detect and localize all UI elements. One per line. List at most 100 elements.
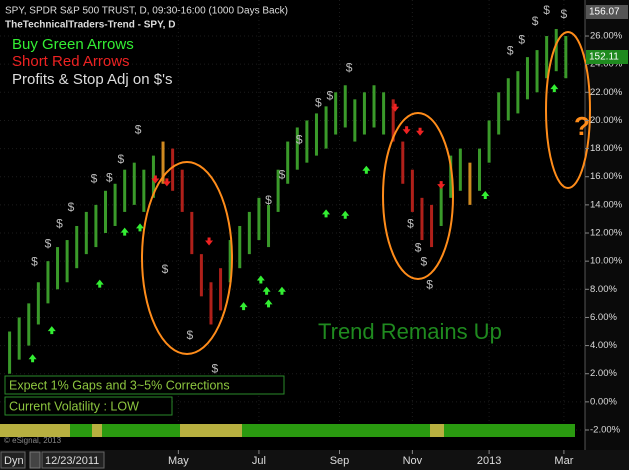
price-tag (586, 5, 628, 19)
sell-arrow (391, 103, 400, 112)
price-bar (142, 169, 146, 212)
price-bar (410, 169, 414, 212)
profit-mark: $ (315, 96, 322, 110)
date-button[interactable] (29, 451, 41, 469)
question-mark: ? (574, 111, 590, 141)
price-label: 152.11 (589, 52, 619, 63)
price-bar (295, 127, 299, 170)
y-tick-label: 26.00% (590, 31, 623, 42)
price-bar (353, 99, 357, 142)
highlight-ellipse (141, 161, 233, 355)
price-bar (314, 113, 318, 156)
price-bar (123, 169, 127, 212)
buy-arrow (481, 191, 490, 200)
price-bar (372, 85, 376, 128)
y-tick-label: 6.00% (590, 312, 617, 323)
price-bar (103, 190, 107, 234)
price-bar (516, 71, 520, 114)
buy-arrow (262, 286, 271, 295)
price-bar (468, 162, 472, 205)
price-bar (458, 148, 462, 191)
buy-arrow (28, 354, 37, 363)
volatility-segment (92, 424, 102, 437)
price-bar (199, 254, 203, 297)
sell-arrow (416, 127, 425, 136)
profit-mark: $ (106, 170, 113, 184)
buy-arrow (47, 326, 56, 335)
copyright: © eSignal, 2013 (4, 436, 62, 445)
profit-mark: $ (518, 32, 525, 46)
profit-mark: $ (296, 132, 303, 146)
price-bar (497, 92, 501, 135)
price-bar (46, 261, 50, 304)
price-bar (276, 169, 280, 212)
note-box (4, 396, 173, 416)
price-bar (545, 36, 549, 79)
price-bar (305, 120, 309, 163)
buy-arrow (256, 275, 265, 284)
y-tick-label: 20.00% (590, 115, 623, 126)
x-tick-label: Jul (252, 455, 266, 467)
sell-arrow (162, 178, 171, 187)
time-axis (0, 450, 629, 470)
price-bar (343, 85, 347, 128)
y-tick-label: 0.00% (590, 396, 617, 407)
mode-button[interactable] (0, 451, 26, 469)
date-box (41, 451, 105, 469)
profit-mark: $ (211, 362, 218, 376)
sell-arrow (205, 237, 214, 246)
profit-mark: $ (426, 277, 433, 291)
profit-mark: $ (68, 200, 75, 214)
legend-entry: Buy Green Arrows (12, 36, 134, 53)
note: Current Volatility : LOW (9, 399, 139, 413)
profit-mark: $ (56, 217, 63, 231)
buy-arrow (277, 286, 286, 295)
price-bar (525, 57, 529, 100)
study-title: TheTechnicalTraders-Trend - SPY, D (5, 20, 175, 31)
price-bar (286, 141, 290, 184)
x-tick-label: Sep (330, 455, 350, 467)
y-tick-label: 22.00% (590, 87, 623, 98)
volatility-bar (0, 424, 575, 437)
y-tick-label: 14.00% (590, 199, 623, 210)
profit-mark: $ (543, 3, 550, 17)
buy-arrow (239, 302, 248, 311)
price-bar (430, 204, 434, 248)
y-tick-label: 8.00% (590, 284, 617, 295)
price-axis (585, 0, 629, 450)
price-bar (209, 282, 213, 325)
price-bar (132, 162, 136, 205)
buy-arrow (341, 210, 350, 219)
buy-arrow (120, 227, 129, 236)
y-tick-label: -2.00% (590, 425, 621, 436)
price-bar (267, 204, 271, 248)
price-bar (75, 225, 79, 269)
x-tick-label: 2013 (477, 455, 501, 467)
buy-arrow (264, 299, 273, 308)
price-bar (257, 197, 261, 241)
price-bar (56, 247, 60, 290)
note: Expect 1% Gaps and 3~5% Corrections (9, 378, 230, 392)
profit-mark: $ (91, 172, 98, 186)
profit-mark: $ (507, 44, 514, 58)
buy-arrow (362, 165, 371, 174)
price-bar (219, 268, 223, 311)
y-tick-label: 4.00% (590, 340, 617, 351)
y-tick-label: 10.00% (590, 256, 623, 267)
price-bar (17, 317, 21, 360)
price-bar (334, 92, 338, 135)
buy-arrow (550, 84, 559, 93)
buy-arrow (322, 209, 331, 218)
annotation: Trend Remains Up (318, 319, 502, 344)
buy-arrow (136, 223, 145, 232)
profit-mark: $ (415, 241, 422, 255)
price-bar (151, 155, 155, 198)
note-box (4, 375, 285, 395)
price-bar (247, 211, 251, 255)
price-bar (84, 211, 88, 255)
price-bar (180, 169, 184, 212)
mode-label: Dyn (4, 455, 24, 467)
price-bar (65, 240, 69, 283)
profit-mark: $ (117, 152, 124, 166)
volatility-segment (430, 424, 444, 437)
